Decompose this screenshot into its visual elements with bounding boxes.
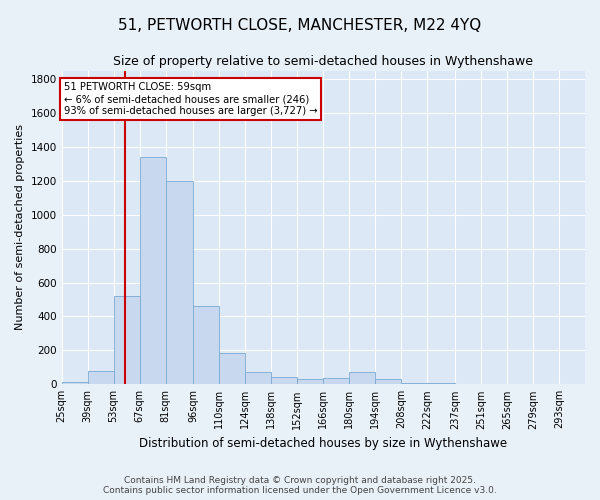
Bar xyxy=(375,379,401,384)
Bar xyxy=(245,372,271,384)
Bar xyxy=(193,306,220,384)
Text: 51, PETWORTH CLOSE, MANCHESTER, M22 4YQ: 51, PETWORTH CLOSE, MANCHESTER, M22 4YQ xyxy=(118,18,482,32)
Y-axis label: Number of semi-detached properties: Number of semi-detached properties xyxy=(15,124,25,330)
Bar xyxy=(166,181,193,384)
Bar xyxy=(401,382,427,384)
Bar xyxy=(323,378,349,384)
Bar xyxy=(298,379,323,384)
Bar xyxy=(349,372,375,384)
X-axis label: Distribution of semi-detached houses by size in Wythenshawe: Distribution of semi-detached houses by … xyxy=(139,437,508,450)
Bar xyxy=(271,376,298,384)
Bar xyxy=(220,353,245,384)
Bar xyxy=(62,382,88,384)
Bar xyxy=(113,296,140,384)
Text: 51 PETWORTH CLOSE: 59sqm
← 6% of semi-detached houses are smaller (246)
93% of s: 51 PETWORTH CLOSE: 59sqm ← 6% of semi-de… xyxy=(64,82,317,116)
Bar xyxy=(88,370,113,384)
Text: Contains HM Land Registry data © Crown copyright and database right 2025.
Contai: Contains HM Land Registry data © Crown c… xyxy=(103,476,497,495)
Bar xyxy=(140,157,166,384)
Title: Size of property relative to semi-detached houses in Wythenshawe: Size of property relative to semi-detach… xyxy=(113,55,533,68)
